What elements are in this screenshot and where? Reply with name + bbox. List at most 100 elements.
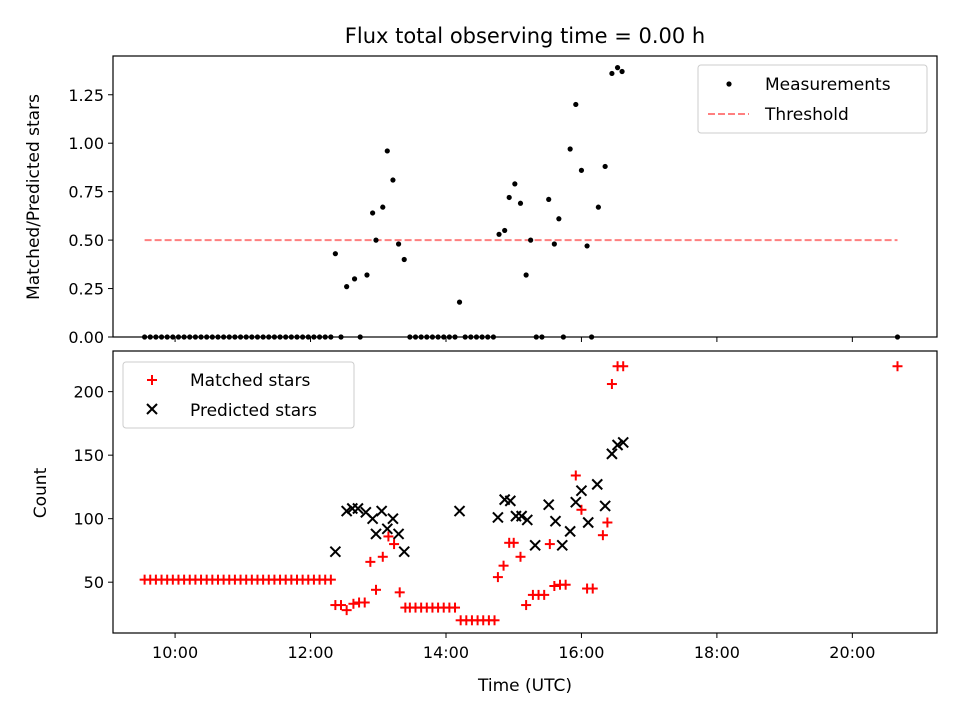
measurement-point bbox=[506, 194, 512, 201]
measurement-point bbox=[584, 243, 590, 249]
measurement-point bbox=[556, 216, 562, 222]
top-y-tick-label: 0.25 bbox=[68, 280, 104, 299]
top-y-tick-label: 0.75 bbox=[68, 183, 104, 202]
top-axes-frame bbox=[112, 55, 938, 338]
predicted-star-point bbox=[387, 512, 399, 525]
predicted-star-point bbox=[370, 528, 382, 540]
matched-star-point bbox=[450, 602, 461, 613]
top-y-axis-label: Matched/Predicted stars bbox=[24, 94, 44, 300]
bottom-y-ticks: 50 100 150 200 bbox=[73, 383, 113, 592]
predicted-star-point bbox=[329, 545, 342, 558]
measurement-point bbox=[573, 101, 579, 108]
x-tick-label: 12:00 bbox=[287, 643, 333, 662]
matched-star-point bbox=[570, 470, 581, 481]
measurement-point bbox=[609, 70, 615, 77]
matched-star-point bbox=[489, 615, 500, 626]
measurement-point bbox=[517, 200, 524, 206]
x-tick-label: 14:00 bbox=[423, 643, 469, 662]
measurement-point bbox=[373, 237, 379, 243]
bottom-y-axis-label: Count bbox=[31, 467, 51, 518]
matched-star-point bbox=[515, 551, 526, 562]
predicted-star-point bbox=[599, 500, 611, 512]
predicted-star-point bbox=[617, 436, 629, 449]
matched-star-point bbox=[602, 517, 613, 528]
x-axis-label: Time (UTC) bbox=[477, 676, 572, 696]
predicted-star-point bbox=[611, 439, 624, 451]
measurement-point bbox=[390, 177, 396, 183]
top-y-ticks: 0.00 0.25 0.50 0.75 1.00 1.25 bbox=[68, 86, 113, 347]
measurement-point bbox=[344, 284, 350, 290]
predicted-star-point bbox=[340, 505, 353, 517]
predicted-star-point bbox=[549, 515, 562, 527]
predicted-star-point bbox=[381, 523, 393, 535]
predicted-star-point bbox=[453, 505, 466, 517]
matched-star-point bbox=[587, 583, 598, 594]
matched-star-point bbox=[389, 539, 400, 550]
top-legend: Measurements Threshold bbox=[697, 64, 928, 134]
matched-star-point bbox=[539, 589, 550, 600]
legend-predicted-marker bbox=[146, 403, 158, 415]
top-y-tick-label: 1.00 bbox=[68, 134, 104, 153]
legend-matched-marker bbox=[147, 375, 157, 385]
top-legend-box bbox=[697, 64, 928, 134]
bottom-legend-box bbox=[122, 361, 355, 429]
matched-star-point bbox=[549, 581, 560, 591]
measurement-point bbox=[395, 241, 402, 247]
legend-measurements-label: Measurements bbox=[765, 75, 891, 95]
x-tick-label: 20:00 bbox=[829, 643, 875, 662]
matched-star-point bbox=[394, 587, 405, 598]
x-tick-label: 10:00 bbox=[152, 643, 198, 662]
legend-measurements-marker bbox=[726, 81, 732, 87]
matched-star-point bbox=[365, 556, 376, 567]
matched-star-point bbox=[325, 574, 336, 585]
legend-matched-label: Matched stars bbox=[190, 371, 310, 391]
measurement-point bbox=[619, 68, 625, 75]
matched-star-point bbox=[348, 598, 359, 609]
measurement-point bbox=[614, 65, 621, 71]
measurement-point bbox=[551, 241, 557, 247]
predicted-star-point bbox=[529, 539, 541, 552]
matched-star-point bbox=[560, 579, 571, 590]
matched-star-point bbox=[377, 551, 388, 562]
predicted-star-point bbox=[570, 496, 582, 508]
bottom-axes-frame bbox=[112, 350, 938, 634]
top-y-tick-label: 1.25 bbox=[68, 86, 104, 105]
measurement-point bbox=[567, 146, 573, 152]
measurement-point bbox=[602, 163, 608, 170]
matched-star-point bbox=[521, 600, 532, 611]
measurement-point bbox=[370, 210, 376, 216]
top-y-tick-label: 0.00 bbox=[68, 328, 104, 347]
predicted-star-point bbox=[515, 510, 528, 522]
predicted-star-point bbox=[606, 448, 618, 460]
predicted-star-point bbox=[521, 514, 533, 526]
predicted-star-point bbox=[591, 478, 603, 491]
predicted-star-point bbox=[352, 502, 364, 515]
predicted-star-point bbox=[542, 498, 555, 511]
x-tick-label: 18:00 bbox=[694, 643, 740, 662]
measurement-point bbox=[456, 299, 463, 305]
predicted-star-point bbox=[375, 505, 388, 517]
matched-star-point bbox=[336, 600, 347, 611]
predicted-star-point bbox=[575, 485, 588, 497]
measurement-point bbox=[528, 237, 534, 243]
measurement-point bbox=[512, 181, 518, 187]
bottom-legend: Matched stars Predicted stars bbox=[122, 361, 355, 429]
measurement-point bbox=[502, 227, 508, 234]
chart-title: Flux total observing time = 0.00 h bbox=[345, 24, 705, 48]
measurement-point bbox=[364, 272, 370, 278]
bottom-y-tick-label: 50 bbox=[84, 573, 104, 592]
measurement-point bbox=[380, 204, 386, 210]
measurement-point bbox=[401, 256, 407, 263]
predicted-star-point bbox=[392, 528, 405, 540]
measurement-point bbox=[595, 204, 601, 210]
bottom-plot-area bbox=[139, 361, 903, 626]
bottom-x-ticks: 10:00 12:00 14:00 16:00 18:00 20:00 bbox=[152, 633, 875, 662]
matched-star-point bbox=[498, 560, 509, 571]
matched-star-point bbox=[383, 531, 394, 542]
matched-star-point bbox=[892, 361, 903, 372]
matched-star-point bbox=[544, 539, 555, 550]
measurement-point bbox=[384, 148, 390, 154]
matched-star-point bbox=[492, 572, 503, 583]
